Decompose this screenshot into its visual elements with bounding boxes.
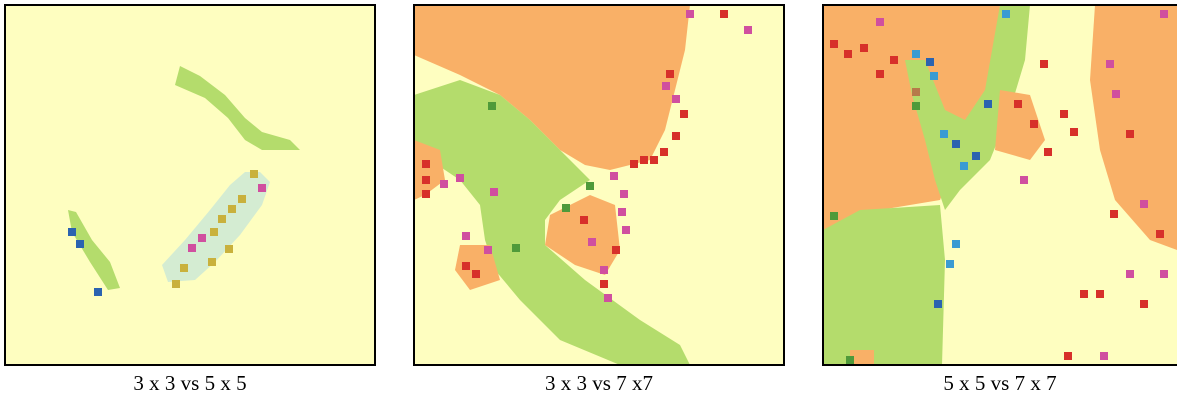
map-panel xyxy=(5,5,375,365)
panel-caption: 5 x 5 vs 7 x 7 xyxy=(943,371,1056,395)
figure: 3 x 3 vs 5 x 5 3 x 3 vs 7 x7 5 x 5 vs 7 … xyxy=(0,0,1177,400)
panel-caption: 3 x 3 vs 5 x 5 xyxy=(133,371,246,395)
panel-caption: 3 x 3 vs 7 x7 xyxy=(545,371,653,395)
map-panel xyxy=(414,5,784,365)
map-panel xyxy=(823,5,1177,365)
